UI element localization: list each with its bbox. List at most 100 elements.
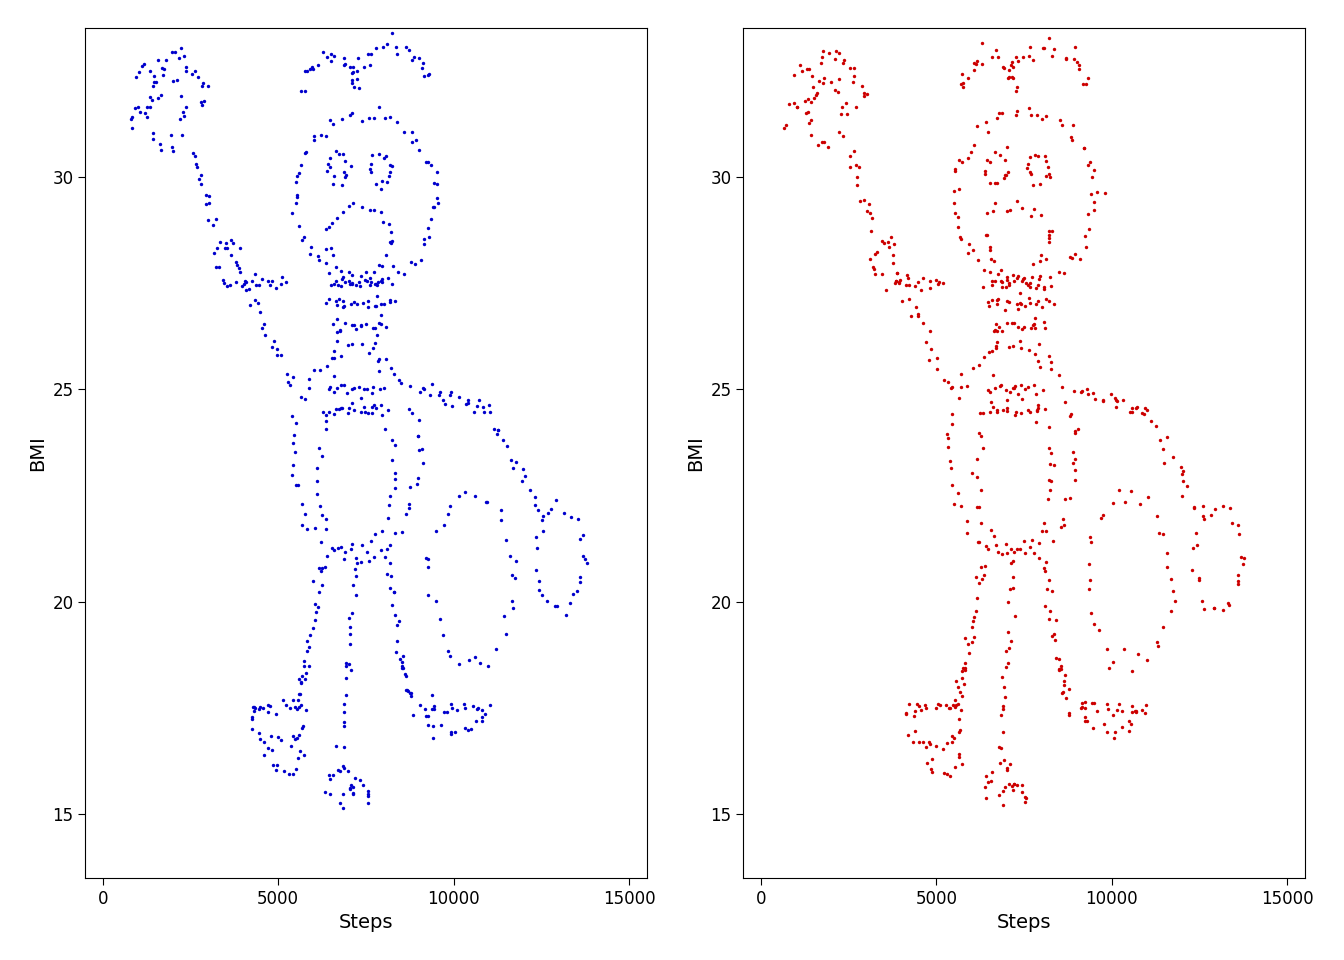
Point bbox=[973, 262, 995, 277]
Point bbox=[353, 60, 375, 75]
Point bbox=[364, 177, 386, 192]
Point bbox=[410, 252, 431, 268]
Point bbox=[1121, 699, 1142, 714]
Point bbox=[273, 693, 294, 708]
Point bbox=[363, 110, 384, 126]
Point bbox=[195, 187, 216, 203]
Point bbox=[384, 526, 406, 541]
Point bbox=[320, 277, 341, 293]
Point bbox=[996, 204, 1017, 219]
Point bbox=[852, 88, 874, 104]
Point bbox=[833, 52, 855, 67]
Point bbox=[1093, 394, 1114, 409]
Point bbox=[943, 195, 965, 210]
Point bbox=[1040, 354, 1062, 370]
Point bbox=[1054, 517, 1075, 533]
Point bbox=[985, 322, 1007, 337]
Point bbox=[418, 220, 439, 235]
Point bbox=[241, 709, 262, 725]
Point bbox=[1109, 697, 1130, 712]
Point bbox=[395, 683, 417, 698]
Point bbox=[388, 652, 410, 667]
Point bbox=[1003, 553, 1024, 568]
Point bbox=[570, 574, 591, 589]
Point bbox=[345, 550, 367, 565]
Point bbox=[968, 535, 989, 550]
Point bbox=[997, 655, 1019, 670]
Point bbox=[970, 516, 992, 531]
Point bbox=[1054, 674, 1075, 689]
Point bbox=[427, 387, 449, 402]
Point bbox=[316, 413, 337, 428]
Point bbox=[343, 318, 364, 333]
Point bbox=[245, 700, 266, 715]
Point bbox=[355, 264, 376, 279]
Point bbox=[1218, 596, 1239, 612]
Point bbox=[1025, 108, 1047, 123]
Point bbox=[340, 541, 362, 557]
Point bbox=[437, 643, 458, 659]
Point bbox=[439, 649, 461, 664]
Point bbox=[306, 461, 328, 476]
Point bbox=[353, 381, 375, 396]
Point bbox=[1059, 249, 1081, 264]
Point bbox=[175, 63, 196, 79]
Point bbox=[368, 257, 390, 273]
Point bbox=[984, 144, 1005, 159]
Point bbox=[339, 636, 360, 652]
Point bbox=[1083, 162, 1105, 178]
Point bbox=[378, 402, 399, 418]
Point bbox=[859, 205, 880, 221]
Point bbox=[1192, 509, 1214, 524]
Point bbox=[1063, 383, 1085, 398]
Point bbox=[413, 380, 434, 396]
Point bbox=[962, 242, 984, 257]
Point bbox=[288, 686, 309, 702]
Point bbox=[1064, 472, 1086, 488]
Point bbox=[302, 620, 324, 636]
Point bbox=[314, 784, 336, 800]
Point bbox=[1078, 206, 1099, 222]
Point bbox=[820, 74, 841, 89]
Point bbox=[1073, 140, 1094, 156]
Point bbox=[439, 388, 461, 403]
Point bbox=[1020, 540, 1042, 555]
Point bbox=[1020, 208, 1042, 224]
Point bbox=[382, 433, 403, 448]
Point bbox=[359, 553, 380, 568]
Point bbox=[297, 643, 319, 659]
Point bbox=[949, 746, 970, 761]
Point bbox=[993, 170, 1015, 185]
Point bbox=[1000, 756, 1021, 772]
Point bbox=[371, 523, 392, 539]
Point bbox=[345, 588, 367, 603]
Point bbox=[1081, 696, 1102, 711]
Point bbox=[895, 707, 917, 722]
Point bbox=[808, 137, 829, 153]
Point bbox=[339, 620, 360, 636]
Point bbox=[284, 427, 305, 443]
Point bbox=[1111, 392, 1133, 407]
Point bbox=[383, 585, 405, 600]
Point bbox=[1052, 684, 1074, 700]
Point bbox=[1051, 661, 1073, 677]
Point bbox=[323, 368, 344, 383]
Point bbox=[813, 43, 835, 59]
Point bbox=[1218, 598, 1239, 613]
Point bbox=[988, 739, 1009, 755]
Point bbox=[1125, 705, 1146, 720]
Point bbox=[347, 71, 368, 86]
Point bbox=[418, 588, 439, 603]
Point bbox=[340, 60, 362, 75]
Point bbox=[161, 139, 183, 155]
Point bbox=[325, 143, 347, 158]
Point bbox=[370, 541, 391, 557]
Point bbox=[138, 63, 160, 79]
Point bbox=[986, 293, 1008, 308]
Point bbox=[986, 334, 1008, 349]
Point bbox=[965, 57, 986, 72]
Point bbox=[266, 757, 288, 773]
Point bbox=[825, 44, 847, 60]
Point bbox=[310, 535, 332, 550]
Point bbox=[910, 703, 931, 718]
